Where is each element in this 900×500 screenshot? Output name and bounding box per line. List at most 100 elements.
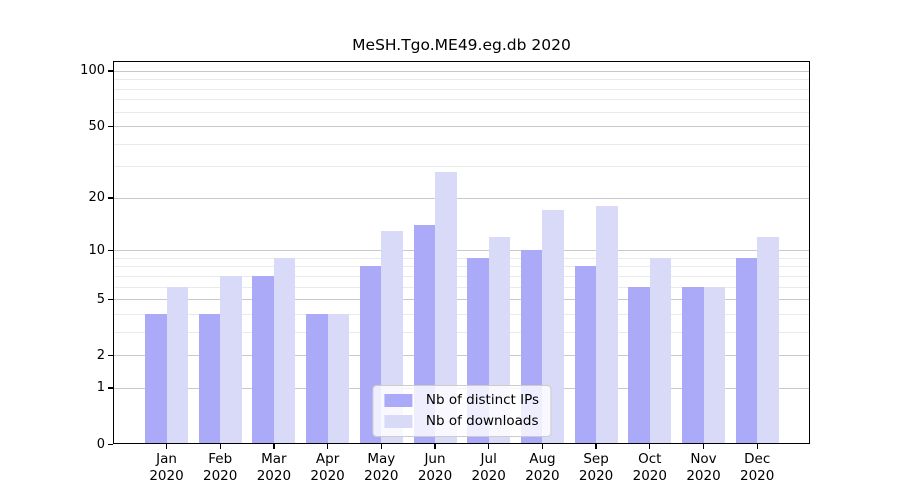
gridline-major: [113, 126, 810, 128]
gridline-major: [113, 250, 810, 252]
x-tick-mark: [702, 444, 705, 449]
x-tick-label-aug: Aug 2020: [510, 451, 574, 485]
y-tick-label: 100: [80, 63, 105, 79]
y-tick-mark: [108, 125, 113, 127]
legend-row-downloads: Nb of downloads: [383, 413, 539, 429]
x-tick-month: Dec: [744, 451, 771, 467]
bar-nb-of-distinct-ips-nov: [682, 286, 704, 444]
x-tick-label-jan: Jan 2020: [135, 451, 199, 485]
gridline-minor: [113, 331, 810, 333]
x-tick-month: Jan: [156, 451, 177, 467]
gridline-minor: [113, 257, 810, 259]
y-tick-label: 0: [96, 436, 105, 452]
x-tick-mark: [756, 444, 758, 449]
y-tick-label: 20: [88, 190, 105, 206]
plot-area: 0 1 2 5 10 20 50 100 Jan 2020 Feb 2020 Mar 2020 Apr 202…: [80, 61, 810, 484]
x-tick-mark: [165, 444, 168, 449]
y-tick-label: 2: [96, 347, 105, 363]
x-tick-label-jul: Jul 2020: [457, 451, 521, 485]
gridline-minor: [113, 99, 810, 101]
gridline-minor: [113, 88, 810, 90]
x-tick-mark: [380, 444, 382, 449]
bar-nb-of-downloads-jan: [166, 286, 188, 444]
bar-nb-of-downloads-mar: [273, 257, 296, 444]
x-tick-year: 2020: [364, 468, 399, 484]
gridline-minor: [113, 266, 810, 268]
bar-nb-of-distinct-ips-feb: [198, 313, 221, 444]
y-tick-mark: [108, 354, 113, 356]
bar-nb-of-downloads-jun: [435, 171, 457, 444]
y-tick-label: 1: [96, 380, 105, 396]
x-tick-mark: [326, 444, 329, 449]
x-tick-year: 2020: [686, 468, 721, 484]
legend-label-downloads: Nb of downloads: [425, 413, 539, 429]
x-tick-mark: [541, 444, 544, 449]
x-tick-label-feb: Feb 2020: [188, 451, 252, 485]
bar-nb-of-distinct-ips-dec: [735, 257, 758, 444]
y-tick-mark: [108, 387, 113, 389]
x-tick-year: 2020: [471, 468, 506, 484]
x-tick-year: 2020: [256, 468, 292, 484]
bar-nb-of-downloads-apr: [327, 313, 350, 444]
gridline-minor: [113, 313, 810, 315]
bar-nb-of-downloads-oct: [649, 257, 672, 444]
bar-nb-of-downloads-dec: [757, 236, 779, 444]
gridline-minor: [113, 275, 810, 277]
x-tick-month: Aug: [529, 451, 556, 467]
x-tick-mark: [219, 444, 221, 449]
y-tick-mark: [108, 197, 113, 199]
x-tick-mark: [434, 444, 436, 449]
gridline-minor: [113, 143, 810, 145]
x-tick-year: 2020: [310, 468, 345, 484]
bar-nb-of-distinct-ips-sep: [574, 266, 597, 444]
bar-nb-of-downloads-sep: [596, 205, 618, 444]
x-tick-year: 2020: [203, 468, 238, 484]
x-tick-year: 2020: [632, 468, 667, 484]
x-tick-label-may: May 2020: [349, 451, 413, 485]
x-tick-year: 2020: [149, 468, 184, 484]
bar-nb-of-downloads-feb: [220, 275, 242, 444]
gridline-minor: [113, 111, 810, 113]
y-tick-label: 50: [88, 118, 105, 134]
y-tick-label: 5: [96, 291, 105, 307]
gridline-minor: [113, 286, 810, 288]
bar-nb-of-distinct-ips-oct: [628, 286, 650, 444]
legend-label-distinct-ips: Nb of distinct IPs: [425, 392, 540, 408]
x-tick-label-sep: Sep 2020: [564, 451, 628, 485]
y-tick-mark: [108, 70, 113, 72]
legend: Nb of distinct IPs Nb of downloads: [371, 385, 552, 437]
x-tick-label-dec: Dec 2020: [725, 451, 789, 485]
bar-nb-of-distinct-ips-jan: [145, 313, 167, 444]
x-tick-year: 2020: [417, 468, 453, 484]
gridline-major: [113, 299, 810, 301]
gridline-minor: [113, 79, 810, 81]
chart-title: MeSH.Tgo.ME49.eg.db 2020: [352, 36, 571, 54]
legend-swatch-downloads: [383, 415, 412, 428]
y-tick-mark: [108, 443, 113, 445]
x-tick-label-apr: Apr 2020: [296, 451, 360, 485]
y-tick-label: 10: [88, 242, 105, 258]
x-tick-year: 2020: [578, 468, 614, 484]
legend-row-distinct-ips: Nb of distinct IPs: [383, 392, 540, 408]
x-tick-year: 2020: [525, 468, 560, 484]
x-tick-month: Jun: [424, 451, 446, 467]
x-tick-month: Apr: [315, 451, 340, 467]
y-tick-mark: [108, 249, 113, 251]
bar-nb-of-distinct-ips-mar: [252, 275, 274, 444]
x-tick-month: May: [367, 451, 396, 467]
gridline-major: [113, 197, 810, 199]
y-tick-mark: [108, 298, 113, 300]
gridline-minor: [113, 166, 810, 168]
x-tick-month: Oct: [638, 451, 662, 467]
bar-nb-of-distinct-ips-apr: [306, 313, 328, 444]
x-tick-mark: [595, 444, 597, 449]
x-tick-mark: [488, 444, 490, 449]
bar-nb-of-downloads-nov: [703, 286, 725, 444]
x-tick-month: Mar: [261, 451, 287, 467]
x-tick-month: Nov: [690, 451, 717, 467]
x-tick-mark: [649, 444, 651, 449]
gridline-major: [113, 355, 810, 357]
x-tick-month: Feb: [208, 451, 233, 467]
legend-swatch-distinct-ips: [383, 394, 412, 407]
